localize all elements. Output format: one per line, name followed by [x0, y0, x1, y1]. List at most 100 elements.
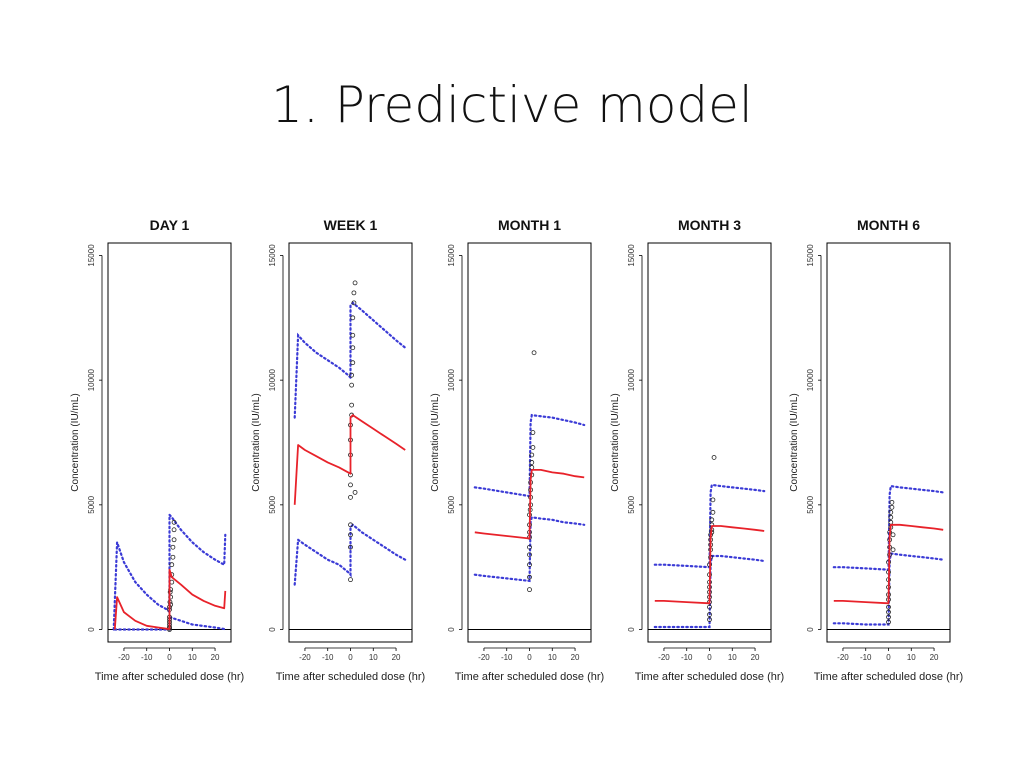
- observed-point: [711, 455, 717, 460]
- observed-point: [527, 587, 532, 593]
- y-tick-label: 10000: [627, 368, 636, 391]
- x-tick-label: 20: [211, 653, 220, 662]
- plot-frame: [107, 242, 232, 643]
- observed-point: [348, 482, 353, 488]
- x-tick-label: -20: [837, 653, 849, 662]
- chart-panel-4: MONTH 3 -20 -10 0 10 20 0 5000 10000 15000 Time af…: [610, 217, 784, 683]
- observed-point: [527, 544, 532, 550]
- observed-point: [170, 554, 176, 560]
- lower-interval-line: [293, 523, 407, 586]
- observed-point: [529, 465, 535, 470]
- chart-title: WEEK 1: [324, 217, 378, 233]
- observed-point: [349, 402, 355, 408]
- x-tick-label: -10: [322, 653, 334, 662]
- observed-point: [350, 332, 356, 338]
- y-axis-label: Concentration (IU/mL): [610, 393, 621, 491]
- observed-point: [351, 290, 357, 296]
- observed-point: [710, 509, 716, 515]
- x-tick-label: 0: [527, 653, 532, 662]
- observed-point: [886, 604, 891, 610]
- upper-interval-line: [112, 511, 227, 631]
- observed-point: [529, 460, 535, 465]
- y-tick-label: 0: [87, 627, 96, 632]
- x-tick-label: -10: [501, 653, 513, 662]
- x-tick-label: 10: [907, 653, 916, 662]
- lower-interval-line: [832, 552, 945, 626]
- plot-frame: [467, 242, 592, 643]
- y-tick-label: 0: [627, 627, 636, 632]
- observed-point: [349, 382, 355, 388]
- x-axis-label: Time after scheduled dose (hr): [276, 671, 425, 683]
- y-tick-label: 5000: [627, 495, 636, 513]
- x-axis-label: Time after scheduled dose (hr): [814, 671, 963, 683]
- y-tick-label: 15000: [447, 244, 456, 267]
- y-tick-label: 5000: [447, 495, 456, 513]
- x-tick-label: -10: [141, 653, 153, 662]
- observed-point: [171, 519, 177, 525]
- x-tick-label: -20: [299, 653, 311, 662]
- plot-frame: [647, 242, 772, 643]
- observed-point: [169, 562, 175, 568]
- observed-point: [710, 497, 716, 503]
- observed-point: [889, 504, 895, 510]
- upper-interval-line: [832, 484, 945, 571]
- y-tick-label: 10000: [806, 368, 815, 391]
- lower-interval-line: [653, 554, 766, 629]
- observed-point: [888, 514, 894, 520]
- observed-point: [530, 430, 536, 435]
- y-tick-label: 5000: [268, 495, 277, 513]
- y-tick-label: 0: [268, 627, 277, 632]
- x-tick-label: 10: [728, 653, 737, 662]
- chart-panel-3: MONTH 1 -20 -10 0 10 20 0 5000 10000 15000 Time af…: [430, 217, 604, 683]
- y-tick-label: 15000: [627, 244, 636, 267]
- observed-point: [888, 509, 894, 515]
- median-line: [113, 568, 227, 630]
- observed-point: [349, 372, 355, 378]
- x-tick-label: 10: [369, 653, 378, 662]
- x-axis-label: Time after scheduled dose (hr): [455, 671, 604, 683]
- observed-point: [886, 614, 891, 620]
- observed-point: [348, 532, 353, 538]
- chart-panel-2: WEEK 1 -20 -10 0 10 20 0 5000 10000 15000 Time aft…: [251, 217, 425, 683]
- median-line: [293, 414, 406, 505]
- upper-interval-line: [653, 483, 766, 569]
- observed-point: [348, 577, 353, 583]
- x-tick-label: -20: [478, 653, 490, 662]
- observed-point: [529, 452, 535, 458]
- observed-point: [171, 537, 177, 543]
- y-tick-label: 5000: [806, 495, 815, 513]
- plot-frame: [826, 242, 951, 643]
- observed-point: [707, 617, 712, 622]
- median-line: [654, 525, 765, 605]
- slide-title: 1. Predictive model: [271, 76, 753, 134]
- plot-frame: [288, 242, 413, 643]
- observed-point: [352, 280, 358, 286]
- observed-point: [886, 619, 891, 625]
- observed-point: [707, 612, 712, 617]
- observed-point: [348, 494, 353, 500]
- y-tick-label: 0: [806, 627, 815, 632]
- observed-point: [890, 532, 896, 538]
- observed-point: [348, 544, 353, 550]
- lower-interval-line: [473, 516, 586, 583]
- y-tick-label: 15000: [87, 244, 96, 267]
- x-tick-label: 0: [348, 653, 353, 662]
- observed-point: [348, 522, 353, 528]
- observed-point: [350, 360, 356, 366]
- observed-point: [530, 445, 536, 450]
- observed-point: [171, 527, 177, 533]
- observed-point: [170, 544, 176, 550]
- observed-point: [709, 517, 715, 523]
- observed-point: [886, 609, 891, 615]
- observed-point: [531, 350, 537, 356]
- x-axis-label: Time after scheduled dose (hr): [95, 671, 244, 683]
- x-tick-label: 20: [751, 653, 760, 662]
- chart-title: DAY 1: [150, 217, 190, 233]
- observed-point: [527, 562, 532, 568]
- y-tick-label: 10000: [87, 368, 96, 391]
- x-tick-label: 10: [548, 653, 557, 662]
- y-axis-label: Concentration (IU/mL): [251, 393, 262, 491]
- y-tick-label: 10000: [268, 368, 277, 391]
- y-tick-label: 0: [447, 627, 456, 632]
- observed-point: [351, 300, 357, 306]
